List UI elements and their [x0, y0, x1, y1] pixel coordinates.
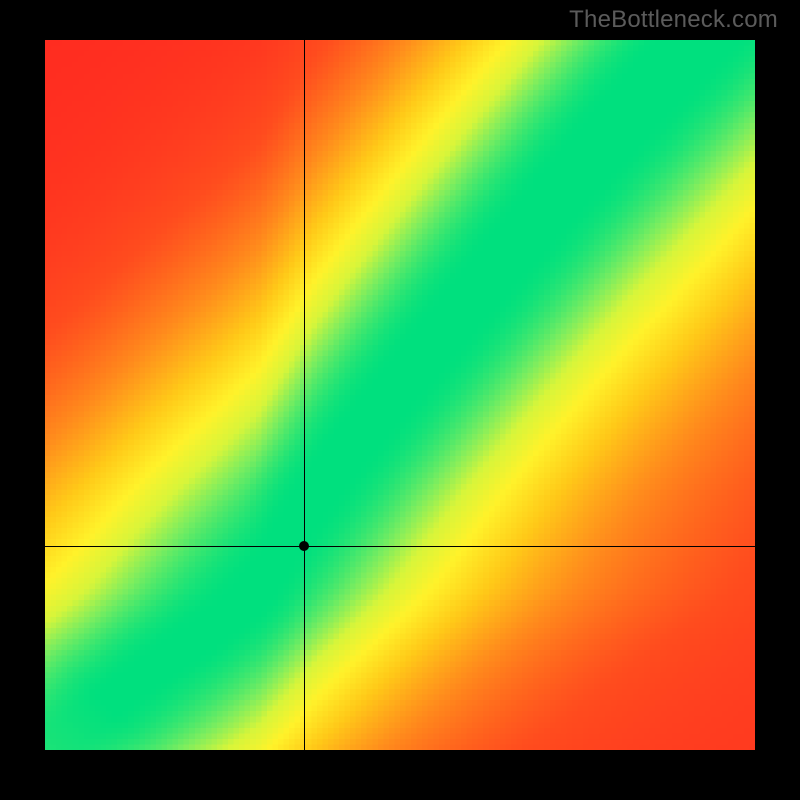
crosshair-horizontal [45, 546, 755, 547]
watermark-text: TheBottleneck.com [569, 6, 778, 34]
chart-container: TheBottleneck.com [0, 0, 800, 800]
plot-area [45, 40, 755, 750]
heatmap-canvas [45, 40, 755, 750]
crosshair-vertical [304, 40, 305, 750]
